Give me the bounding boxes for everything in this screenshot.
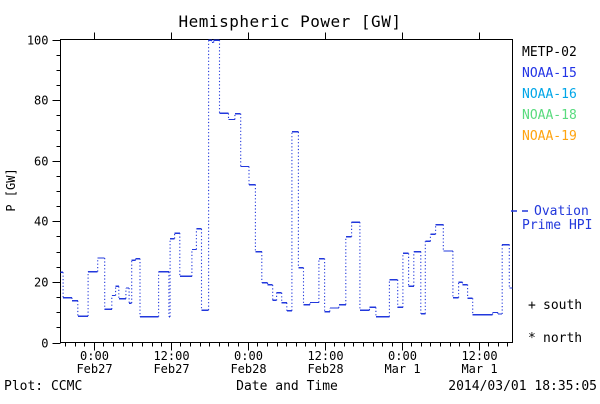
chart-title: Hemispheric Power [GW]: [179, 12, 402, 31]
x-tick-time-label: 12:00: [461, 349, 497, 363]
x-tick-time-label: 0:00: [234, 349, 263, 363]
footer-plot-source: Plot: CCMC: [4, 379, 82, 394]
x-tick-date-label: Feb27: [76, 362, 112, 376]
x-tick-time-label: 0:00: [388, 349, 417, 363]
north-label: north: [543, 331, 582, 346]
y-tick-label: 100: [27, 34, 49, 48]
legend-satellite-noaa16: NOAA-16: [522, 87, 577, 102]
y-tick-label: 60: [34, 155, 48, 169]
y-tick-label: 80: [34, 94, 48, 108]
x-axis-label: Date and Time: [236, 379, 338, 394]
x-tick-time-label: 12:00: [153, 349, 189, 363]
x-tick-date-label: Feb28: [307, 362, 343, 376]
x-tick-date-label: Mar 1: [384, 362, 420, 376]
legend-ovation-line1: Ovation: [534, 204, 589, 219]
footer-timestamp: 2014/03/01 18:35:05: [448, 379, 597, 394]
data-series-vertical-connectors: [62, 40, 510, 317]
legend-satellite-noaa19: NOAA-19: [522, 129, 577, 144]
plot-box: [60, 39, 513, 343]
legend-satellite-noaa18: NOAA-18: [522, 108, 577, 123]
y-axis-label: P [GW]: [4, 168, 18, 211]
x-tick-time-label: 12:00: [307, 349, 343, 363]
legend-satellite-noaa15: NOAA-15: [522, 66, 577, 81]
legend-satellite-metp02: METP-02: [522, 45, 577, 60]
legend-ovation: Ovation Prime HPI: [511, 204, 592, 233]
legend-satellites: METP-02 NOAA-15 NOAA-16 NOAA-18 NOAA-19: [522, 45, 577, 144]
legend-hemisphere-symbols: + south * north: [528, 298, 582, 346]
y-tick-label: 0: [41, 337, 48, 351]
x-tick-date-label: Feb27: [153, 362, 189, 376]
plus-symbol-icon: +: [528, 298, 536, 313]
data-series-steps: [60, 39, 513, 318]
x-tick-date-label: Mar 1: [461, 362, 497, 376]
x-tick-date-label: Feb28: [230, 362, 266, 376]
asterisk-symbol-icon: *: [528, 331, 536, 346]
y-tick-label: 40: [34, 215, 48, 229]
legend-ovation-line2: Prime HPI: [522, 218, 592, 233]
x-tick-time-label: 0:00: [80, 349, 109, 363]
y-tick-label: 20: [34, 276, 48, 290]
south-label: south: [543, 298, 582, 313]
